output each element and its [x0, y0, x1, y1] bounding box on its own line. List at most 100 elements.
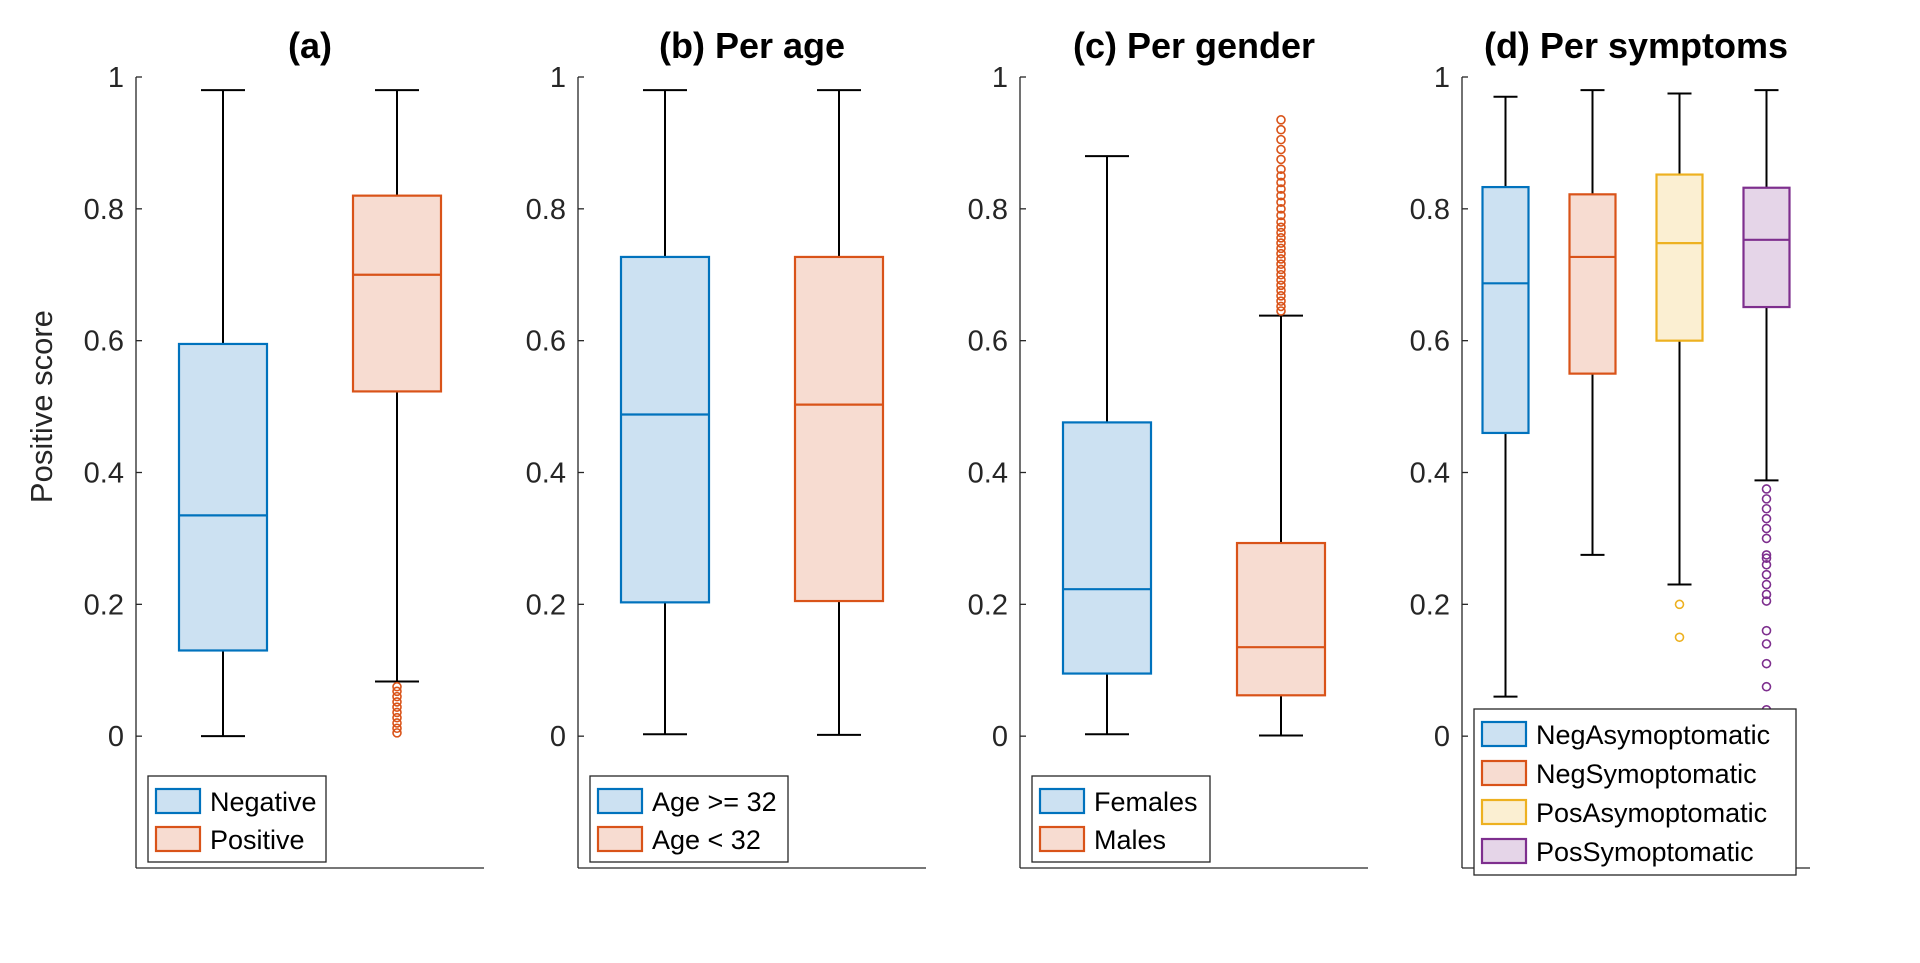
outlier-point	[1276, 291, 1286, 301]
outlier-point	[1276, 306, 1286, 316]
panel-b: (b) Per age 0 0.2 0.4 0.6 0.8 1 Age >= 32 Age < …	[526, 25, 926, 869]
outlier-point	[1276, 238, 1286, 248]
outlier-point	[392, 691, 402, 702]
outlier-point	[1761, 533, 1772, 544]
outlier-point	[1761, 596, 1772, 606]
outlier-point	[1276, 285, 1286, 296]
y-tick-label: 0	[550, 721, 566, 753]
panel-a: (a) Positive score 0 0.2 0.4 0.6 0.8 1 Negative P…	[24, 25, 484, 869]
outlier-point	[1276, 248, 1286, 259]
outlier-point	[1276, 243, 1286, 254]
box-iqr	[177, 342, 269, 652]
outlier-point	[392, 702, 402, 712]
box-iqr	[619, 255, 711, 604]
y-tick-label: 0.6	[84, 326, 124, 358]
outlier-point	[1276, 204, 1286, 214]
legend: Negative Positive	[147, 775, 327, 863]
y-tick-label: 0	[992, 721, 1008, 753]
chart-title: (c) Per gender	[1073, 25, 1315, 66]
legend-label: Age >= 32	[652, 787, 777, 817]
outlier-point	[1276, 280, 1286, 291]
legend: Age >= 32 Age < 32	[589, 775, 789, 863]
legend-label: Negative	[210, 787, 317, 817]
y-tick-label: 0.4	[968, 458, 1008, 490]
outlier-point	[1674, 599, 1685, 610]
outlier-point	[1761, 550, 1772, 560]
y-tick-label: 0.6	[526, 326, 566, 358]
box-series-2	[1235, 115, 1327, 737]
outlier-point	[1276, 115, 1286, 125]
y-tick-label: 0.2	[1410, 589, 1450, 621]
outlier-point	[1761, 625, 1772, 636]
outlier-point	[1761, 559, 1772, 570]
y-tick-label: 0.2	[526, 589, 566, 621]
outlier-point	[392, 681, 402, 692]
legend-label: Age < 32	[652, 825, 761, 855]
box-iqr	[1568, 193, 1617, 375]
outlier-point	[1761, 639, 1772, 649]
outlier-point	[1276, 301, 1286, 312]
outlier-point	[1761, 658, 1772, 669]
panel-d: (d) Per symptoms 0 0.2 0.4 0.6 0.8 1 NegAsymopt…	[1410, 25, 1810, 876]
legend-swatch	[154, 787, 202, 815]
outlier-point	[392, 723, 402, 734]
legend-label: Males	[1094, 825, 1166, 855]
panel-c: (c) Per gender 0 0.2 0.4 0.6 0.8 1 Females Males	[968, 25, 1368, 869]
legend-label: Females	[1094, 787, 1198, 817]
y-tick-label: 1	[550, 62, 566, 94]
legend: Females Males	[1031, 775, 1211, 863]
y-tick-label: 0.6	[1410, 326, 1450, 358]
y-tick-label: 0.8	[968, 194, 1008, 226]
outlier-point	[1761, 484, 1772, 494]
y-tick-label: 0.4	[526, 458, 566, 490]
outlier-point	[1761, 523, 1772, 534]
y-tick-label: 0.8	[526, 194, 566, 226]
y-tick-label: 0.8	[84, 194, 124, 226]
box-iqr	[351, 194, 443, 393]
outlier-point	[1761, 553, 1772, 563]
y-tick-label: 1	[1434, 62, 1450, 94]
outlier-point	[1276, 171, 1286, 181]
legend-swatch	[1038, 825, 1086, 853]
legend-label: PosSymoptomatic	[1536, 837, 1754, 867]
outlier-point	[1761, 569, 1772, 580]
outlier-point	[392, 718, 402, 728]
outlier-point	[1276, 184, 1286, 194]
outlier-point	[1276, 197, 1286, 208]
outlier-point	[1761, 503, 1772, 514]
outlier-point	[392, 707, 402, 718]
outlier-point	[1674, 632, 1685, 643]
outlier-point	[1761, 589, 1772, 600]
box-series-2	[351, 89, 443, 738]
outlier-point	[1276, 296, 1286, 306]
box-iqr	[1061, 421, 1153, 675]
outlier-point	[1276, 134, 1286, 145]
y-tick-label: 0.2	[968, 589, 1008, 621]
legend-swatch	[596, 787, 644, 815]
y-tick-label: 0.6	[968, 326, 1008, 358]
outlier-point	[1276, 154, 1286, 165]
box-series-1	[619, 89, 711, 736]
box-iqr	[1655, 173, 1704, 342]
outlier-point	[1761, 579, 1772, 590]
legend-swatch	[1480, 798, 1528, 826]
outlier-point	[1761, 513, 1772, 524]
box-iqr	[1235, 541, 1327, 697]
chart-title: (d) Per symptoms	[1484, 25, 1788, 66]
box-series-2	[1568, 89, 1617, 556]
outlier-point	[1276, 233, 1286, 243]
outlier-point	[1276, 222, 1286, 233]
y-tick-label: 0	[1434, 721, 1450, 753]
outlier-point	[1276, 259, 1286, 270]
box-series-1	[177, 89, 269, 738]
legend-label: NegSymoptomatic	[1536, 759, 1757, 789]
outlier-point	[1276, 227, 1286, 238]
chart-title: (a)	[288, 25, 332, 66]
box-iqr	[1481, 185, 1530, 435]
outlier-point	[1276, 164, 1286, 175]
outlier-point	[1276, 254, 1286, 264]
outlier-point	[1276, 275, 1286, 285]
box-series-1	[1481, 95, 1530, 698]
outlier-point	[1276, 190, 1286, 201]
